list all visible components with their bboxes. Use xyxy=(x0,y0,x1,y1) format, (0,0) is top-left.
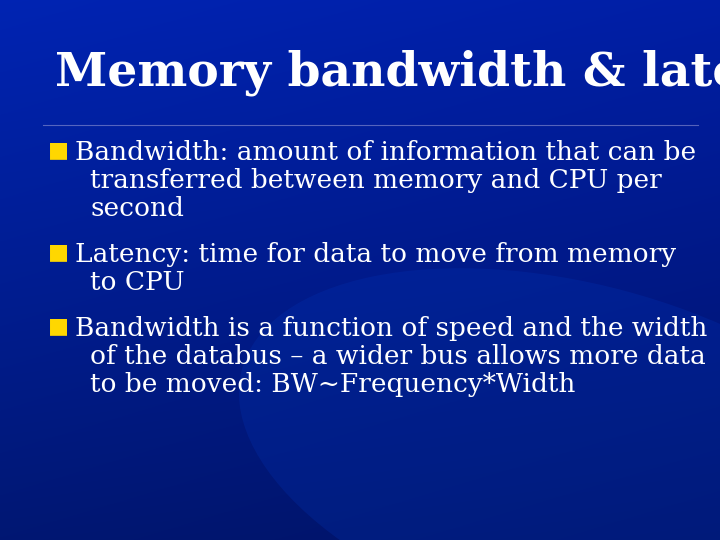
Text: Bandwidth: amount of information that can be: Bandwidth: amount of information that ca… xyxy=(75,140,696,165)
Text: Latency: time for data to move from memory: Latency: time for data to move from memo… xyxy=(75,242,676,267)
Text: Bandwidth is a function of speed and the width: Bandwidth is a function of speed and the… xyxy=(75,316,707,341)
Text: ■: ■ xyxy=(48,140,69,160)
Text: of the databus – a wider bus allows more data: of the databus – a wider bus allows more… xyxy=(90,344,706,369)
Text: to CPU: to CPU xyxy=(90,270,184,295)
Text: ■: ■ xyxy=(48,316,69,336)
Text: to be moved: BW~Frequency*Width: to be moved: BW~Frequency*Width xyxy=(90,372,575,397)
Ellipse shape xyxy=(239,268,720,540)
Text: Memory bandwidth & latency: Memory bandwidth & latency xyxy=(55,50,720,97)
Text: ■: ■ xyxy=(48,242,69,262)
Text: second: second xyxy=(90,196,184,221)
Text: transferred between memory and CPU per: transferred between memory and CPU per xyxy=(90,168,662,193)
